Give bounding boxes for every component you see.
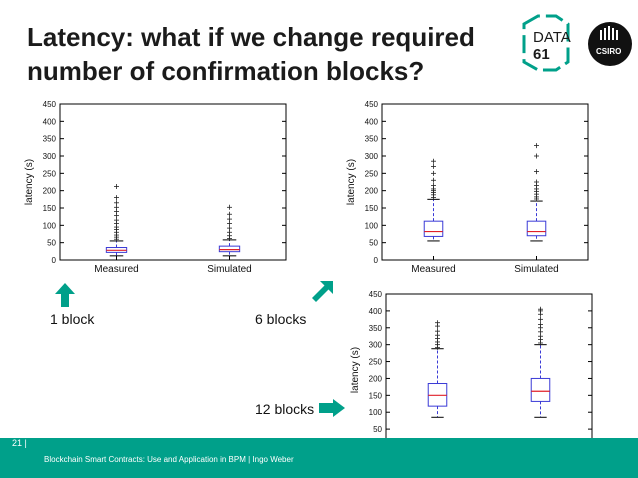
- box: [530, 377, 551, 402]
- outlier-point: [227, 225, 232, 231]
- y-tick-label: 350: [43, 135, 57, 144]
- outlier-point: [114, 184, 119, 190]
- diagonal-arrow-icon: [312, 281, 333, 302]
- outlier-point: [227, 216, 232, 222]
- data61-csiro-logo: DATA 61 CSIRO: [522, 14, 632, 72]
- label-12-blocks: 12 blocks: [255, 401, 315, 417]
- outlier-point: [538, 306, 543, 312]
- outlier-point: [534, 179, 539, 185]
- x-tick-label: Measured: [94, 264, 138, 275]
- label-6-blocks: 6 blocks: [255, 311, 307, 327]
- x-tick-label: Simulated: [207, 264, 251, 275]
- logo-data-text: DATA: [533, 29, 571, 46]
- label-1-block: 1 block: [50, 311, 95, 327]
- y-tick-label: 300: [365, 152, 379, 161]
- y-axis-label: latency (s): [350, 347, 361, 393]
- outlier-point: [227, 211, 232, 217]
- outlier-point: [114, 204, 119, 210]
- y-tick-label: 250: [365, 169, 379, 178]
- logo-61-text: 61: [533, 46, 550, 63]
- y-tick-label: 300: [369, 341, 383, 350]
- outlier-point: [227, 204, 232, 210]
- y-tick-label: 450: [43, 100, 57, 109]
- outlier-point: [114, 195, 119, 201]
- x-tick-label: Measured: [411, 264, 455, 275]
- box: [218, 245, 241, 253]
- outlier-point: [114, 217, 119, 223]
- outlier-point: [435, 328, 440, 334]
- logo-csiro-text: CSIRO: [596, 47, 621, 56]
- outlier-point: [431, 170, 436, 176]
- right-arrow-icon: [319, 399, 345, 417]
- y-tick-label: 100: [365, 221, 379, 230]
- y-tick-label: 0: [374, 256, 379, 265]
- y-tick-label: 400: [43, 117, 57, 126]
- x-tick-label: Simulated: [514, 264, 558, 275]
- plot-frame: [59, 103, 287, 261]
- plot-frame: [381, 103, 589, 261]
- outlier-point: [538, 333, 543, 339]
- footer-text: Blockchain Smart Contracts: Use and Appl…: [44, 455, 294, 464]
- box: [423, 220, 444, 237]
- boxplot-1-block: 0 50 100 150 200 250 300 350 400 450 latency (s) Me…: [20, 98, 294, 278]
- y-tick-label: 150: [365, 204, 379, 213]
- y-tick-label: 450: [365, 100, 379, 109]
- outlier-point: [431, 182, 436, 188]
- outlier-point: [534, 153, 539, 159]
- y-tick-label: 400: [369, 307, 383, 316]
- outlier-point: [227, 221, 232, 227]
- outlier-point: [534, 143, 539, 149]
- y-tick-label: 200: [369, 374, 383, 383]
- page-number: 21 |: [12, 438, 27, 448]
- boxplot-6-blocks: 0 50 100 150 200 250 300 350 400 450 latency (s) Me…: [342, 98, 596, 278]
- y-tick-label: 100: [369, 408, 383, 417]
- y-tick-label: 350: [369, 324, 383, 333]
- y-tick-label: 50: [47, 239, 56, 248]
- y-tick-label: 150: [43, 204, 57, 213]
- y-tick-label: 150: [369, 391, 383, 400]
- y-tick-label: 200: [365, 187, 379, 196]
- y-tick-label: 400: [365, 117, 379, 126]
- plot-frame: [385, 293, 593, 447]
- slide-title: Latency: what if we change required numb…: [27, 22, 475, 86]
- outlier-point: [114, 200, 119, 206]
- y-tick-label: 50: [369, 239, 378, 248]
- outlier-point: [534, 169, 539, 175]
- outlier-point: [538, 321, 543, 327]
- y-axis-label: latency (s): [24, 159, 35, 205]
- y-tick-label: 250: [43, 169, 57, 178]
- y-axis-label: latency (s): [346, 159, 357, 205]
- box: [526, 220, 547, 237]
- y-tick-label: 0: [52, 256, 57, 265]
- outlier-point: [431, 163, 436, 169]
- outlier-point: [431, 177, 436, 183]
- outlier-point: [431, 158, 436, 164]
- y-tick-label: 300: [43, 152, 57, 161]
- y-tick-label: 450: [369, 290, 383, 299]
- up-arrow-icon: [55, 283, 75, 307]
- y-tick-label: 200: [43, 187, 57, 196]
- y-tick-label: 250: [369, 358, 383, 367]
- y-tick-label: 100: [43, 221, 57, 230]
- outlier-point: [538, 316, 543, 322]
- y-tick-label: 50: [373, 425, 382, 434]
- outlier-point: [435, 320, 440, 326]
- footer-bar: [0, 438, 638, 478]
- y-tick-label: 350: [365, 135, 379, 144]
